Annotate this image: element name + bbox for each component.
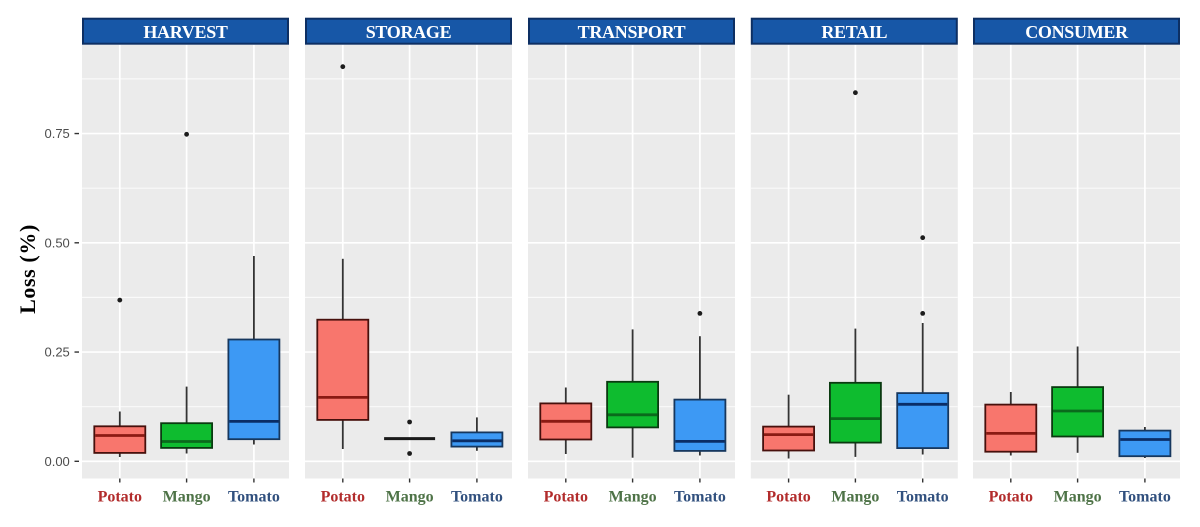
- svg-text:Potato: Potato: [321, 489, 365, 506]
- svg-text:Potato: Potato: [544, 489, 588, 506]
- svg-text:Tomato: Tomato: [897, 489, 949, 506]
- svg-text:CONSUMER: CONSUMER: [1025, 22, 1129, 42]
- svg-text:Tomato: Tomato: [674, 489, 726, 506]
- svg-text:Mango: Mango: [163, 489, 211, 506]
- svg-text:Tomato: Tomato: [451, 489, 503, 506]
- svg-text:0.50: 0.50: [44, 235, 69, 250]
- svg-text:0.25: 0.25: [44, 345, 69, 360]
- svg-text:Tomato: Tomato: [1119, 489, 1171, 506]
- svg-text:Mango: Mango: [1054, 489, 1102, 506]
- svg-text:Mango: Mango: [831, 489, 879, 506]
- svg-text:0.00: 0.00: [44, 454, 69, 469]
- svg-text:Loss (%): Loss (%): [15, 224, 40, 314]
- svg-text:STORAGE: STORAGE: [366, 22, 452, 42]
- svg-text:RETAIL: RETAIL: [821, 22, 887, 42]
- svg-text:Mango: Mango: [386, 489, 434, 506]
- svg-text:Potato: Potato: [989, 489, 1033, 506]
- svg-text:Potato: Potato: [98, 489, 142, 506]
- svg-text:Potato: Potato: [766, 489, 810, 506]
- svg-text:TRANSPORT: TRANSPORT: [578, 22, 686, 42]
- svg-text:Mango: Mango: [609, 489, 657, 506]
- svg-text:Tomato: Tomato: [228, 489, 280, 506]
- svg-text:0.75: 0.75: [44, 126, 69, 141]
- svg-text:HARVEST: HARVEST: [143, 22, 228, 42]
